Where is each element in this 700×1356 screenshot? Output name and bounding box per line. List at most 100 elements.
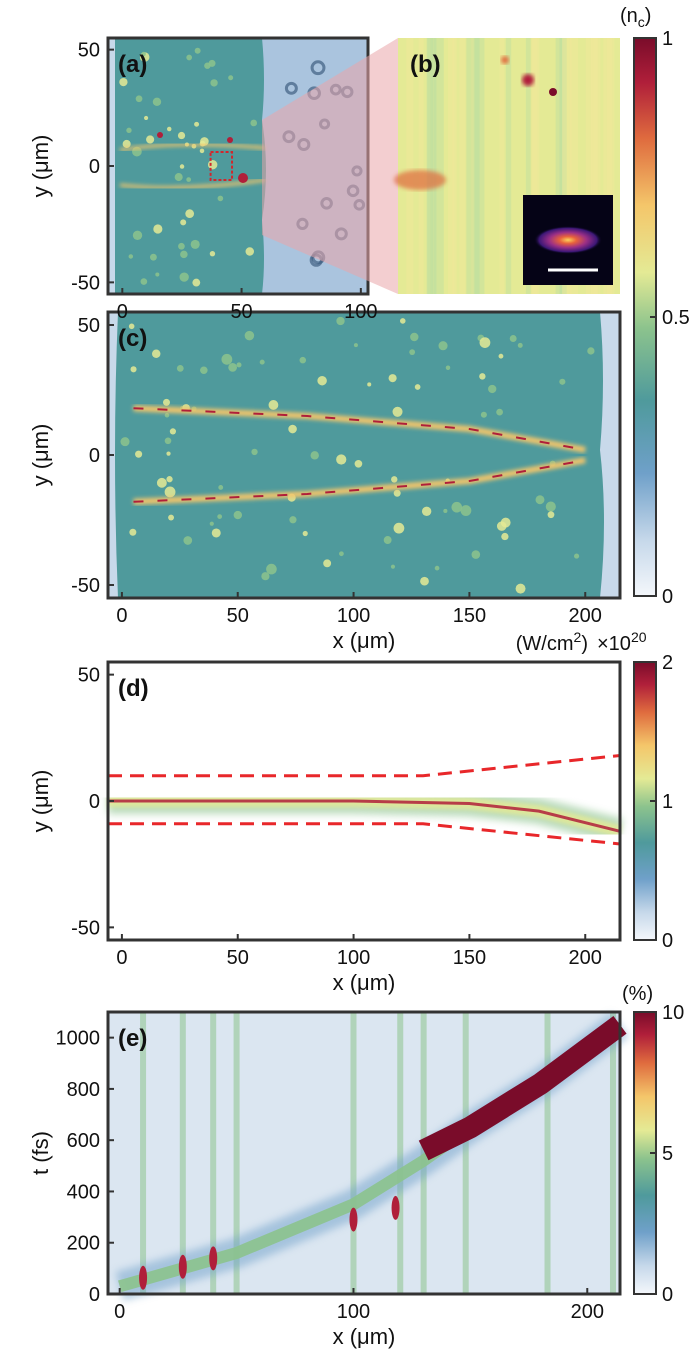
- y-tick-label: 200: [67, 1233, 100, 1255]
- texture-dot: [268, 400, 279, 410]
- panel-a-hotspot: [157, 132, 163, 138]
- beam-peak: [108, 799, 621, 833]
- texture-dot: [517, 342, 523, 348]
- x-tick-label: 100: [337, 947, 370, 969]
- texture-dot: [367, 382, 372, 387]
- texture-streak: [430, 38, 437, 294]
- texture-dot: [186, 177, 192, 182]
- texture-dot: [135, 95, 143, 103]
- colorbar-tick-label: 1: [662, 791, 673, 813]
- y-tick-label: 0: [89, 791, 100, 813]
- texture-dot: [266, 563, 277, 575]
- texture-dot: [166, 126, 172, 132]
- y-tick-label: -50: [71, 575, 100, 597]
- texture-dot: [574, 553, 580, 559]
- panel-e-frame: [106, 1010, 622, 1296]
- texture-dot: [289, 516, 297, 524]
- panel-a-channel-lower: [119, 178, 266, 190]
- texture-dot: [354, 459, 363, 468]
- y-axis-label: t (fs): [28, 1131, 53, 1175]
- x-tick-label: 0: [116, 947, 127, 969]
- texture-dot: [156, 477, 167, 488]
- colorbar-intensity: 0 1 2 (W/cm2) ×1020: [516, 629, 673, 952]
- texture-dot: [310, 451, 319, 460]
- texture-dot: [164, 437, 172, 445]
- panel-a-hotspot: [227, 137, 233, 143]
- texture-streak: [418, 38, 424, 294]
- texture-dot: [186, 54, 193, 61]
- texture-dot: [183, 536, 193, 545]
- x-tick-label: 150: [453, 605, 486, 627]
- vertical-streak: [350, 1012, 357, 1294]
- colorbar-density: 00.51 (nc): [620, 5, 690, 608]
- texture-streak: [406, 38, 414, 294]
- texture-dot: [149, 253, 157, 261]
- panel-b-texture: [406, 38, 615, 294]
- vertical-streak: [462, 1012, 469, 1294]
- panel-e-front: [115, 1012, 629, 1301]
- texture-dot: [151, 349, 161, 358]
- panel-e: (e): [106, 1010, 629, 1301]
- texture-dot: [438, 341, 448, 351]
- texture-dot: [559, 378, 566, 385]
- texture-dot: [233, 510, 243, 520]
- texture-dot: [128, 323, 135, 330]
- panel-c-target-film: [115, 312, 604, 598]
- channel-wall: [133, 405, 586, 453]
- colorbar-percent: 0 5 10 (%): [622, 983, 684, 1306]
- vertical-streak: [210, 1012, 217, 1294]
- texture-dot: [209, 521, 214, 526]
- front-hotspot: [349, 1207, 358, 1232]
- x-tick-label: 200: [571, 1301, 604, 1323]
- panel-a-channel-upper: [119, 142, 266, 152]
- texture-dot: [323, 559, 332, 568]
- texture-dot: [141, 51, 146, 57]
- texture-dot: [199, 148, 205, 154]
- front-peak: [418, 1015, 627, 1161]
- colorbar-tick-label: 10: [662, 1002, 684, 1024]
- texture-dot: [155, 272, 160, 277]
- colorbar-tick-label: 0.5: [662, 307, 690, 329]
- texture-dot: [434, 565, 440, 571]
- texture-dot: [217, 195, 224, 202]
- dashed-guide: [108, 822, 621, 846]
- y-tick-label: 0: [89, 445, 100, 467]
- front-hotspot: [209, 1246, 218, 1271]
- texture-streak: [459, 38, 466, 294]
- texture-dot: [392, 406, 403, 417]
- vertical-streak: [609, 1012, 616, 1294]
- channel-wall: [133, 457, 586, 505]
- y-tick-label: 1000: [56, 1028, 101, 1050]
- colorbar-tick-label: 0: [662, 586, 673, 608]
- panel-d-dashed-guides: [108, 754, 621, 846]
- y-tick-label: 400: [67, 1181, 100, 1203]
- panel-d-beam: [108, 788, 624, 844]
- texture-dot: [129, 528, 137, 536]
- texture-dot: [180, 250, 188, 259]
- texture-dot: [179, 272, 189, 282]
- texture-dot: [451, 501, 463, 513]
- texture-dot: [168, 514, 175, 521]
- panel-b-hotspot: [549, 88, 557, 96]
- front-hotspot: [178, 1254, 187, 1279]
- colorbar-tick-label: 0: [662, 930, 673, 952]
- x-tick-label: 200: [569, 605, 602, 627]
- colorbar-percent-ticks: 0 5 10: [650, 1002, 684, 1306]
- texture-dot: [128, 254, 134, 259]
- texture-streak: [505, 38, 512, 294]
- x-tick-label: 0: [117, 301, 128, 323]
- x-tick-label: 150: [453, 947, 486, 969]
- texture-dot: [339, 551, 344, 557]
- texture-dot: [221, 353, 233, 365]
- y-axis-label: y (μm): [28, 770, 53, 833]
- zoom-wedge: [262, 38, 398, 294]
- texture-dot: [488, 384, 497, 394]
- panel-d-label: (d): [118, 675, 149, 702]
- axes-layer: -50 0 50 0 50 100 y (μm) -50 0 50 0 50 100 150 200 y (μ…: [28, 40, 604, 1349]
- x-tick-label: 100: [337, 605, 370, 627]
- texture-streak: [499, 38, 505, 294]
- texture-dot: [146, 135, 155, 144]
- texture-dot: [471, 550, 481, 559]
- texture-streak: [590, 38, 598, 294]
- texture-dot: [421, 506, 432, 517]
